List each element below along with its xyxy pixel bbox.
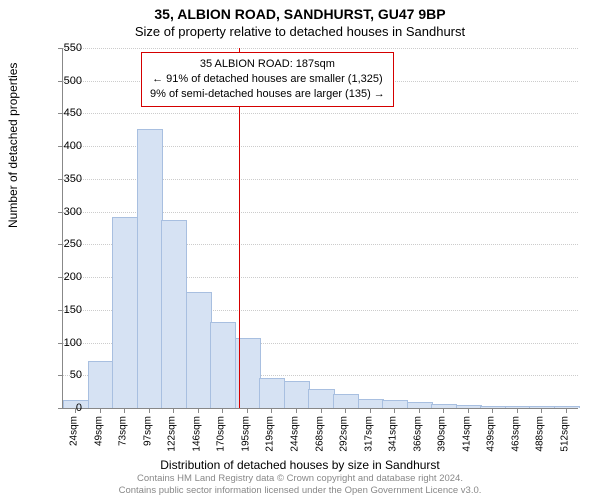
- annotation-line: ← 91% of detached houses are smaller (1,…: [150, 72, 385, 87]
- attribution-line: Contains public sector information licen…: [0, 485, 600, 496]
- y-axis-label: Number of detached properties: [6, 63, 20, 228]
- histogram-bar: [284, 381, 310, 408]
- histogram-bar: [456, 405, 482, 408]
- histogram-bar: [112, 217, 138, 408]
- x-tick-mark: [222, 408, 223, 413]
- histogram-bar: [88, 361, 114, 408]
- x-tick-mark: [124, 408, 125, 413]
- histogram-bar: [505, 406, 531, 408]
- histogram-bar: [210, 322, 236, 408]
- histogram-bar: [186, 292, 212, 408]
- histogram-bar: [407, 402, 433, 408]
- annotation-line: 35 ALBION ROAD: 187sqm: [150, 57, 385, 72]
- y-tick-label: 250: [42, 238, 82, 250]
- x-tick-mark: [370, 408, 371, 413]
- x-tick-label: 317sqm: [363, 416, 374, 452]
- y-tick-label: 400: [42, 140, 82, 152]
- x-tick-label: 439sqm: [486, 416, 497, 452]
- histogram-bar: [529, 406, 555, 408]
- x-tick-label: 366sqm: [412, 416, 423, 452]
- histogram-bar: [259, 378, 285, 408]
- x-tick-mark: [345, 408, 346, 413]
- histogram-bar: [358, 399, 384, 408]
- grid-line: [63, 113, 578, 114]
- x-tick-mark: [100, 408, 101, 413]
- x-tick-label: 195sqm: [240, 416, 251, 452]
- page-subtitle: Size of property relative to detached ho…: [0, 24, 600, 39]
- x-tick-label: 463sqm: [510, 416, 521, 452]
- x-tick-mark: [173, 408, 174, 413]
- y-tick-label: 350: [42, 173, 82, 185]
- y-tick-label: 0: [42, 402, 82, 414]
- x-tick-mark: [492, 408, 493, 413]
- x-tick-mark: [394, 408, 395, 413]
- page-title: 35, ALBION ROAD, SANDHURST, GU47 9BP: [0, 0, 600, 22]
- x-tick-label: 268sqm: [314, 416, 325, 452]
- x-tick-label: 219sqm: [265, 416, 276, 452]
- y-tick-label: 550: [42, 42, 82, 54]
- x-tick-mark: [517, 408, 518, 413]
- annotation-box: 35 ALBION ROAD: 187sqm ← 91% of detached…: [141, 52, 394, 107]
- x-axis-label: Distribution of detached houses by size …: [0, 458, 600, 472]
- x-tick-mark: [566, 408, 567, 413]
- x-tick-mark: [271, 408, 272, 413]
- x-tick-label: 244sqm: [289, 416, 300, 452]
- x-tick-mark: [443, 408, 444, 413]
- x-tick-label: 73sqm: [118, 416, 129, 446]
- x-tick-label: 24sqm: [69, 416, 80, 446]
- grid-line: [63, 48, 578, 49]
- x-tick-mark: [468, 408, 469, 413]
- x-tick-mark: [149, 408, 150, 413]
- histogram-bar: [137, 129, 163, 408]
- y-tick-label: 200: [42, 271, 82, 283]
- histogram-bar: [480, 406, 506, 408]
- chart-plot-area: 35 ALBION ROAD: 187sqm ← 91% of detached…: [62, 48, 578, 409]
- x-tick-mark: [247, 408, 248, 413]
- x-tick-label: 341sqm: [388, 416, 399, 452]
- x-tick-mark: [419, 408, 420, 413]
- x-tick-label: 390sqm: [437, 416, 448, 452]
- y-tick-label: 150: [42, 304, 82, 316]
- histogram-bar: [554, 406, 580, 408]
- histogram-bar: [161, 220, 187, 408]
- x-tick-label: 49sqm: [93, 416, 104, 446]
- x-tick-label: 292sqm: [339, 416, 350, 452]
- y-tick-label: 300: [42, 206, 82, 218]
- x-tick-label: 170sqm: [216, 416, 227, 452]
- x-tick-label: 512sqm: [559, 416, 570, 452]
- histogram-bar: [308, 389, 334, 408]
- annotation-line: 9% of semi-detached houses are larger (1…: [150, 87, 385, 102]
- x-tick-mark: [296, 408, 297, 413]
- y-tick-label: 100: [42, 337, 82, 349]
- x-tick-mark: [321, 408, 322, 413]
- y-tick-label: 500: [42, 75, 82, 87]
- x-tick-label: 97sqm: [142, 416, 153, 446]
- histogram-bar: [333, 394, 359, 408]
- y-tick-label: 450: [42, 107, 82, 119]
- x-tick-label: 414sqm: [461, 416, 472, 452]
- x-tick-label: 122sqm: [167, 416, 178, 452]
- y-tick-label: 50: [42, 369, 82, 381]
- attribution: Contains HM Land Registry data © Crown c…: [0, 473, 600, 496]
- x-tick-mark: [198, 408, 199, 413]
- histogram-bar: [382, 400, 408, 408]
- x-tick-label: 146sqm: [191, 416, 202, 452]
- x-tick-mark: [541, 408, 542, 413]
- attribution-line: Contains HM Land Registry data © Crown c…: [0, 473, 600, 484]
- histogram-bar: [431, 404, 457, 408]
- x-tick-label: 488sqm: [535, 416, 546, 452]
